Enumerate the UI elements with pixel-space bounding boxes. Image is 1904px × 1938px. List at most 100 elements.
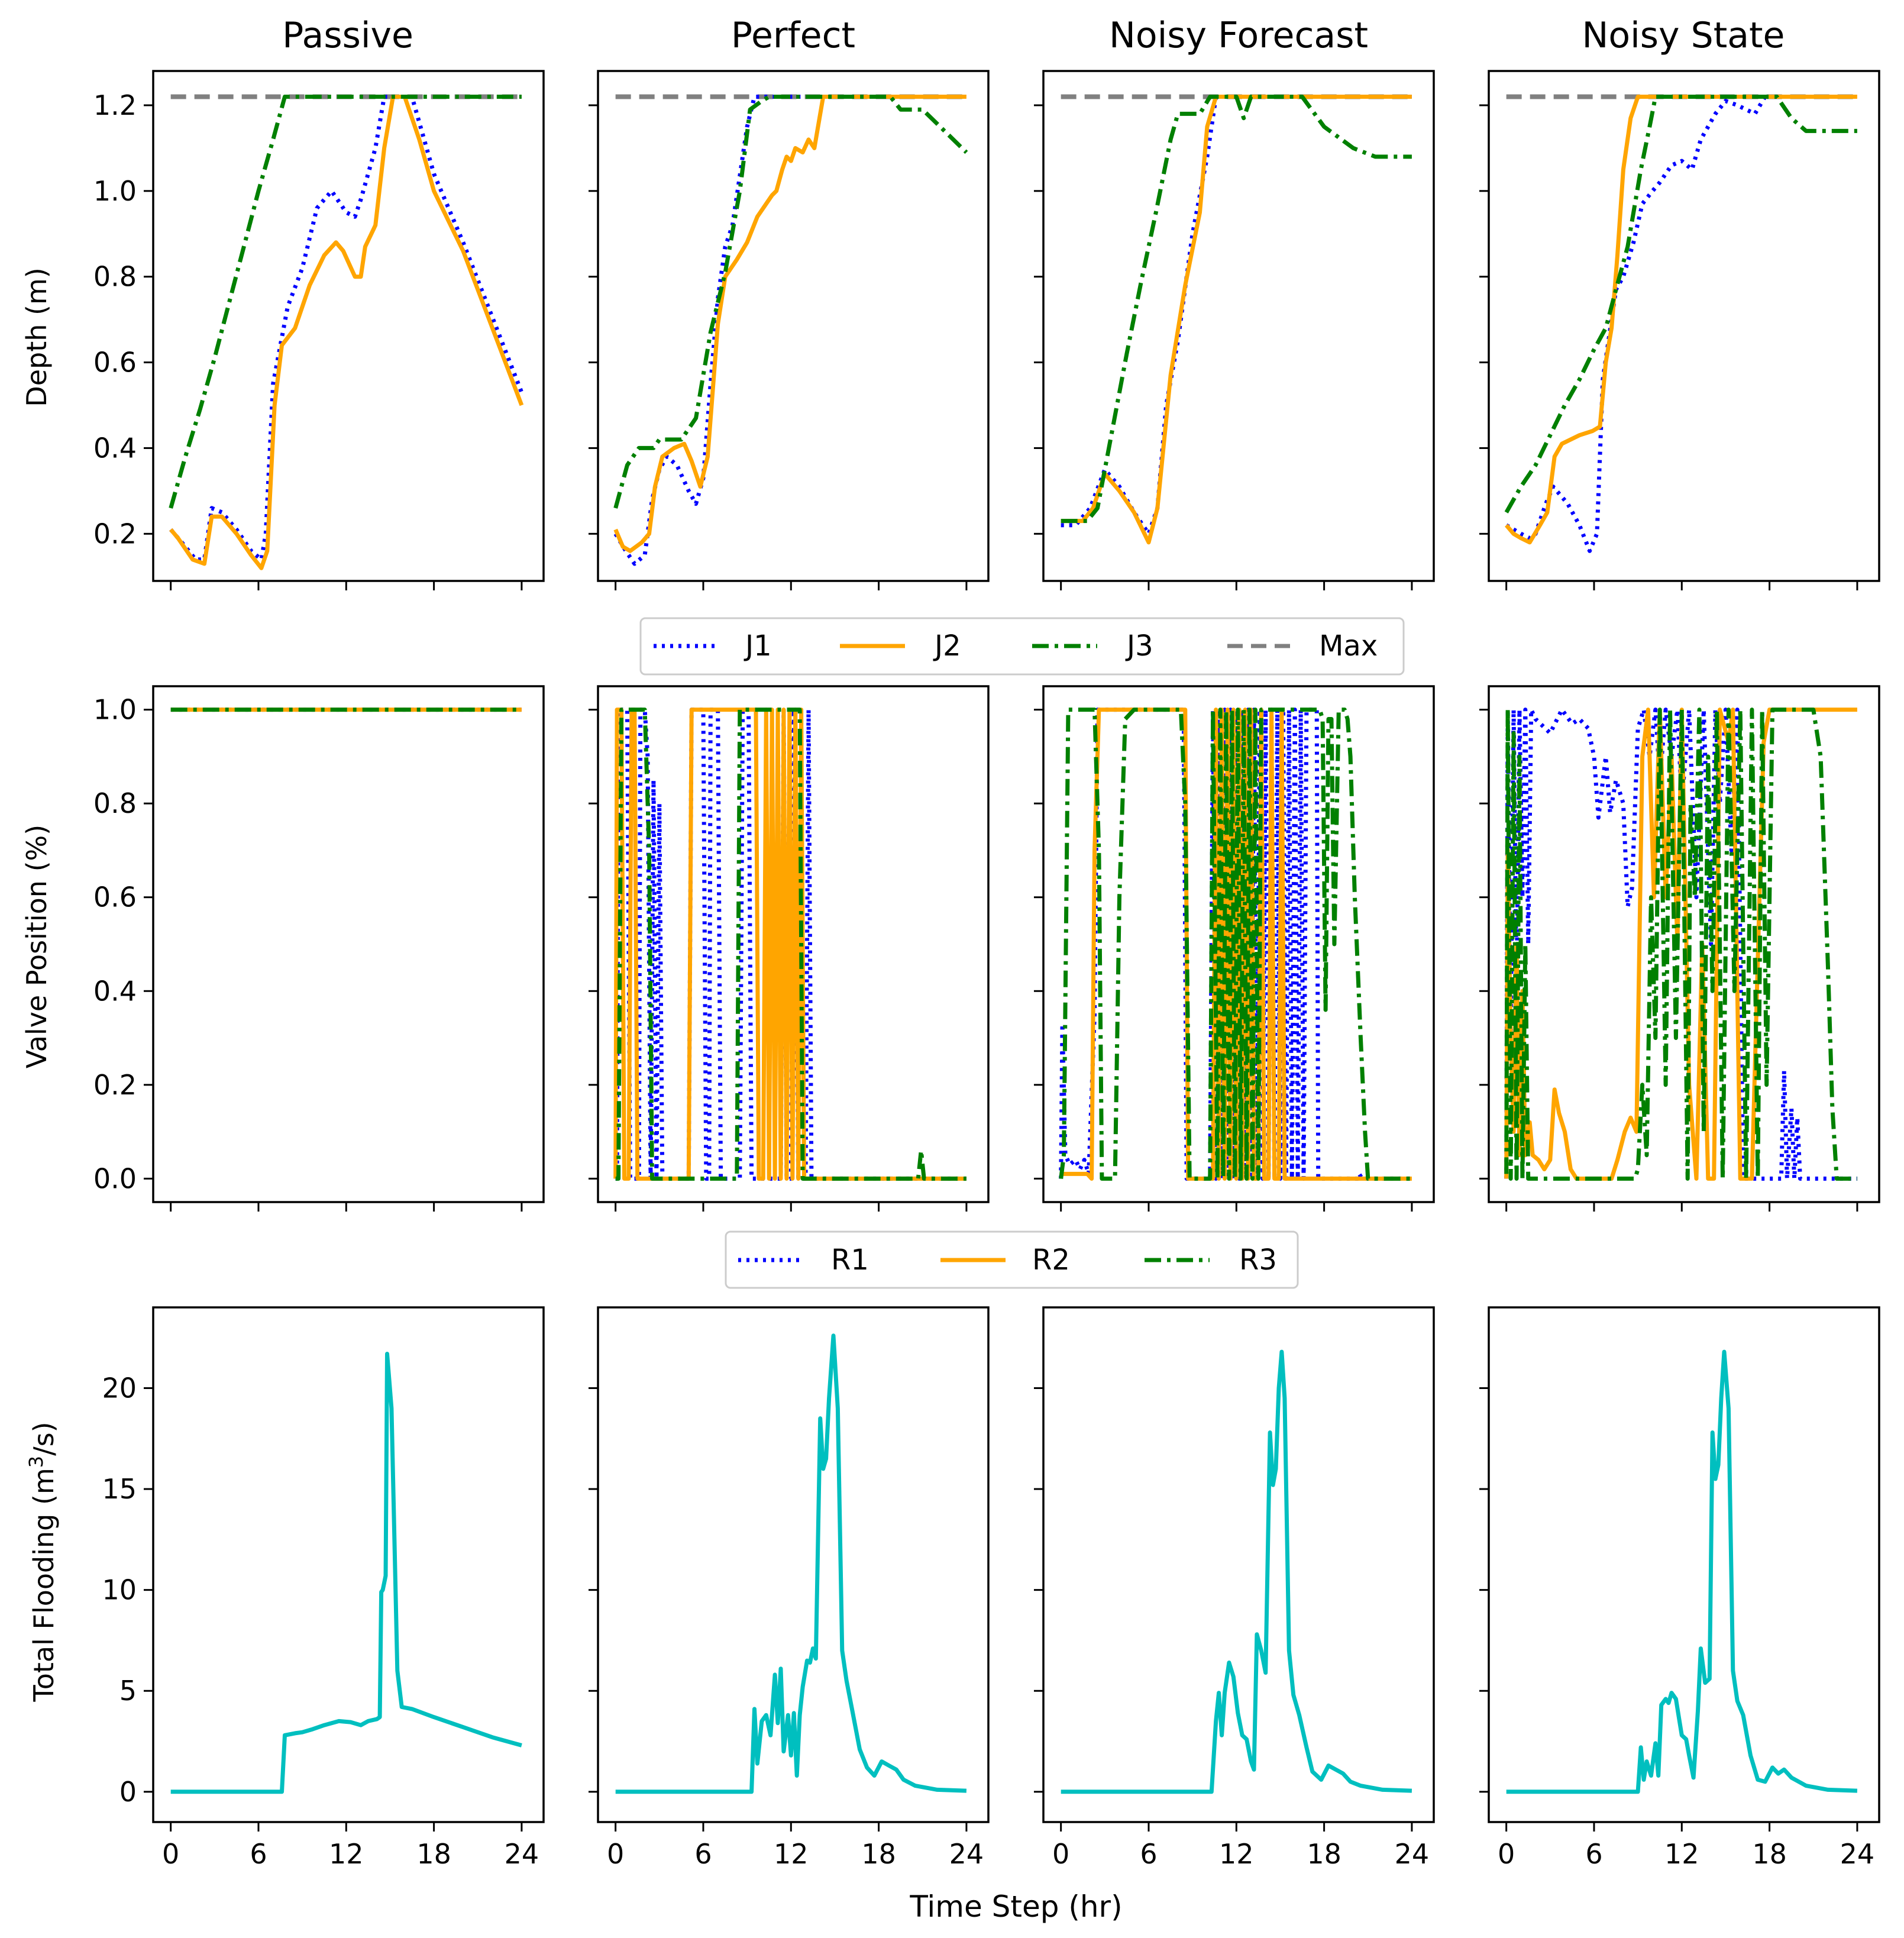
x-tick-label: 6 bbox=[694, 1838, 712, 1870]
panel-frame bbox=[597, 1306, 990, 1823]
panel-plot-area bbox=[1504, 708, 1857, 1181]
column-title-passive: Passive bbox=[282, 15, 413, 56]
panel-valve-3 bbox=[1479, 685, 1880, 1212]
y-tick-label: 0.6 bbox=[93, 347, 137, 379]
panels: 0.2 0.4 0.6 0.8 1.0 1.2 0.0 0.2 0.4 0.6 0.8 1.0 0 6 12… bbox=[93, 70, 1880, 1870]
legend-junctions: J1 J2 J3 Max bbox=[639, 617, 1405, 676]
series-line-j2 bbox=[613, 95, 966, 553]
column-title-perfect: Perfect bbox=[731, 15, 855, 56]
y-tick-label: 5 bbox=[119, 1675, 137, 1707]
y-tick-label: 15 bbox=[102, 1473, 137, 1505]
y-tick-label: 1.2 bbox=[93, 89, 137, 121]
legend-label-r1: R1 bbox=[831, 1243, 869, 1277]
x-tick-label: 12 bbox=[329, 1838, 364, 1870]
y-tick-label: 0.6 bbox=[93, 881, 137, 913]
series-line-j3 bbox=[1504, 95, 1857, 513]
column-title-noisy-forecast: Noisy Forecast bbox=[1109, 15, 1368, 56]
panel-frame bbox=[1488, 685, 1880, 1203]
x-axis-label: Time Step (hr) bbox=[909, 1889, 1122, 1924]
legend-label-j3: J3 bbox=[1125, 629, 1153, 663]
x-tick-label: 6 bbox=[1585, 1838, 1602, 1870]
panel-frame bbox=[152, 1306, 545, 1823]
panel-valve-0: 0.0 0.2 0.4 0.6 0.8 1.0 bbox=[93, 685, 545, 1212]
y-axis-label-depth: Depth (m) bbox=[21, 267, 53, 406]
panel-frame bbox=[1488, 70, 1880, 582]
series-line-j3 bbox=[1061, 95, 1412, 524]
panel-valve-2 bbox=[1034, 685, 1435, 1212]
y-tick-label: 1.0 bbox=[93, 694, 137, 726]
y-tick-label: 0.8 bbox=[93, 261, 137, 293]
series-line-r3 bbox=[615, 708, 966, 1181]
panel-frame bbox=[1042, 685, 1435, 1203]
series-line-j2 bbox=[169, 95, 524, 570]
x-tick-label: 6 bbox=[1140, 1838, 1157, 1870]
legend-label-j1: J1 bbox=[744, 629, 772, 663]
series-line-flood bbox=[615, 1333, 967, 1794]
panel-plot-area bbox=[613, 94, 968, 566]
panel-frame bbox=[597, 70, 990, 582]
panel-frame bbox=[1042, 70, 1435, 582]
panel-frame bbox=[152, 685, 545, 1203]
panel-depth-2 bbox=[1034, 70, 1435, 590]
y-tick-label: 10 bbox=[102, 1574, 137, 1606]
x-tick-label: 24 bbox=[1395, 1838, 1430, 1870]
x-tick-label: 24 bbox=[949, 1838, 984, 1870]
series-line-flood bbox=[170, 1352, 522, 1794]
legend-junctions-frame bbox=[639, 617, 1405, 676]
x-tick-label: 18 bbox=[1307, 1838, 1341, 1870]
x-tick-label: 12 bbox=[1664, 1838, 1699, 1870]
panel-plot-area bbox=[169, 94, 524, 570]
row-y-labels: Depth (m) Valve Position (%) Total Flood… bbox=[21, 267, 60, 1702]
panel-plot-area bbox=[1061, 1349, 1412, 1794]
legend-label-r2: R2 bbox=[1032, 1243, 1070, 1277]
x-tick-label: 12 bbox=[1219, 1838, 1254, 1870]
column-titles: Passive Perfect Noisy Forecast Noisy Sta… bbox=[282, 15, 1785, 56]
series-line-j2 bbox=[1505, 95, 1857, 545]
series-line-j1 bbox=[613, 95, 966, 566]
panel-valve-1 bbox=[589, 685, 990, 1212]
x-tick-label: 12 bbox=[774, 1838, 809, 1870]
legend-valves-frame bbox=[725, 1230, 1299, 1289]
series-line-j1 bbox=[1061, 95, 1412, 536]
panel-plot-area bbox=[615, 1333, 967, 1794]
x-tick-label: 18 bbox=[416, 1838, 451, 1870]
series-line-r3 bbox=[1059, 708, 1412, 1181]
panel-depth-0: 0.2 0.4 0.6 0.8 1.0 1.2 bbox=[93, 70, 545, 590]
series-line-r3 bbox=[1504, 708, 1857, 1181]
series-line-flood bbox=[1061, 1349, 1412, 1794]
y-axis-label-flooding-tail: /s) bbox=[28, 1422, 60, 1455]
panel-depth-3 bbox=[1479, 70, 1880, 590]
panel-flooding-2: 0 6 12 18 24 bbox=[1034, 1306, 1435, 1870]
series-line-j1 bbox=[1505, 95, 1857, 553]
y-tick-label: 0.4 bbox=[93, 432, 137, 464]
y-tick-label: 0.0 bbox=[93, 1162, 137, 1194]
panel-flooding-3: 0 6 12 18 24 bbox=[1479, 1306, 1880, 1870]
x-tick-label: 0 bbox=[607, 1838, 624, 1870]
series-line-flood bbox=[1506, 1349, 1858, 1794]
y-axis-label-flooding-sup: 3 bbox=[25, 1456, 47, 1468]
column-title-noisy-state: Noisy State bbox=[1582, 15, 1785, 56]
panel-plot-area bbox=[1506, 1349, 1858, 1794]
panel-frame bbox=[1042, 1306, 1435, 1823]
panel-flooding-1: 0 6 12 18 24 bbox=[589, 1306, 990, 1870]
y-tick-label: 1.0 bbox=[93, 175, 137, 207]
series-line-j2 bbox=[1061, 95, 1412, 545]
x-tick-label: 0 bbox=[1498, 1838, 1515, 1870]
y-tick-label: 0.8 bbox=[93, 787, 137, 819]
panel-depth-1 bbox=[589, 70, 990, 590]
panel-frame bbox=[1488, 1306, 1880, 1823]
legend-label-max: Max bbox=[1319, 629, 1378, 663]
x-tick-label: 18 bbox=[1752, 1838, 1787, 1870]
panel-plot-area bbox=[170, 1352, 522, 1794]
panel-frame bbox=[597, 685, 990, 1203]
panel-flooding-0: 0 6 12 18 24 0 5 10 15 20 bbox=[102, 1306, 545, 1870]
series-line-j3 bbox=[613, 95, 968, 509]
x-tick-label: 0 bbox=[1052, 1838, 1069, 1870]
y-tick-label: 20 bbox=[102, 1372, 137, 1404]
x-tick-label: 24 bbox=[1840, 1838, 1875, 1870]
y-axis-label-valve: Valve Position (%) bbox=[21, 825, 53, 1068]
series-line-j1 bbox=[169, 95, 524, 562]
x-tick-label: 18 bbox=[861, 1838, 896, 1870]
panel-plot-area bbox=[1504, 94, 1857, 553]
y-axis-label-flooding-main: Total Flooding (m bbox=[28, 1468, 60, 1702]
